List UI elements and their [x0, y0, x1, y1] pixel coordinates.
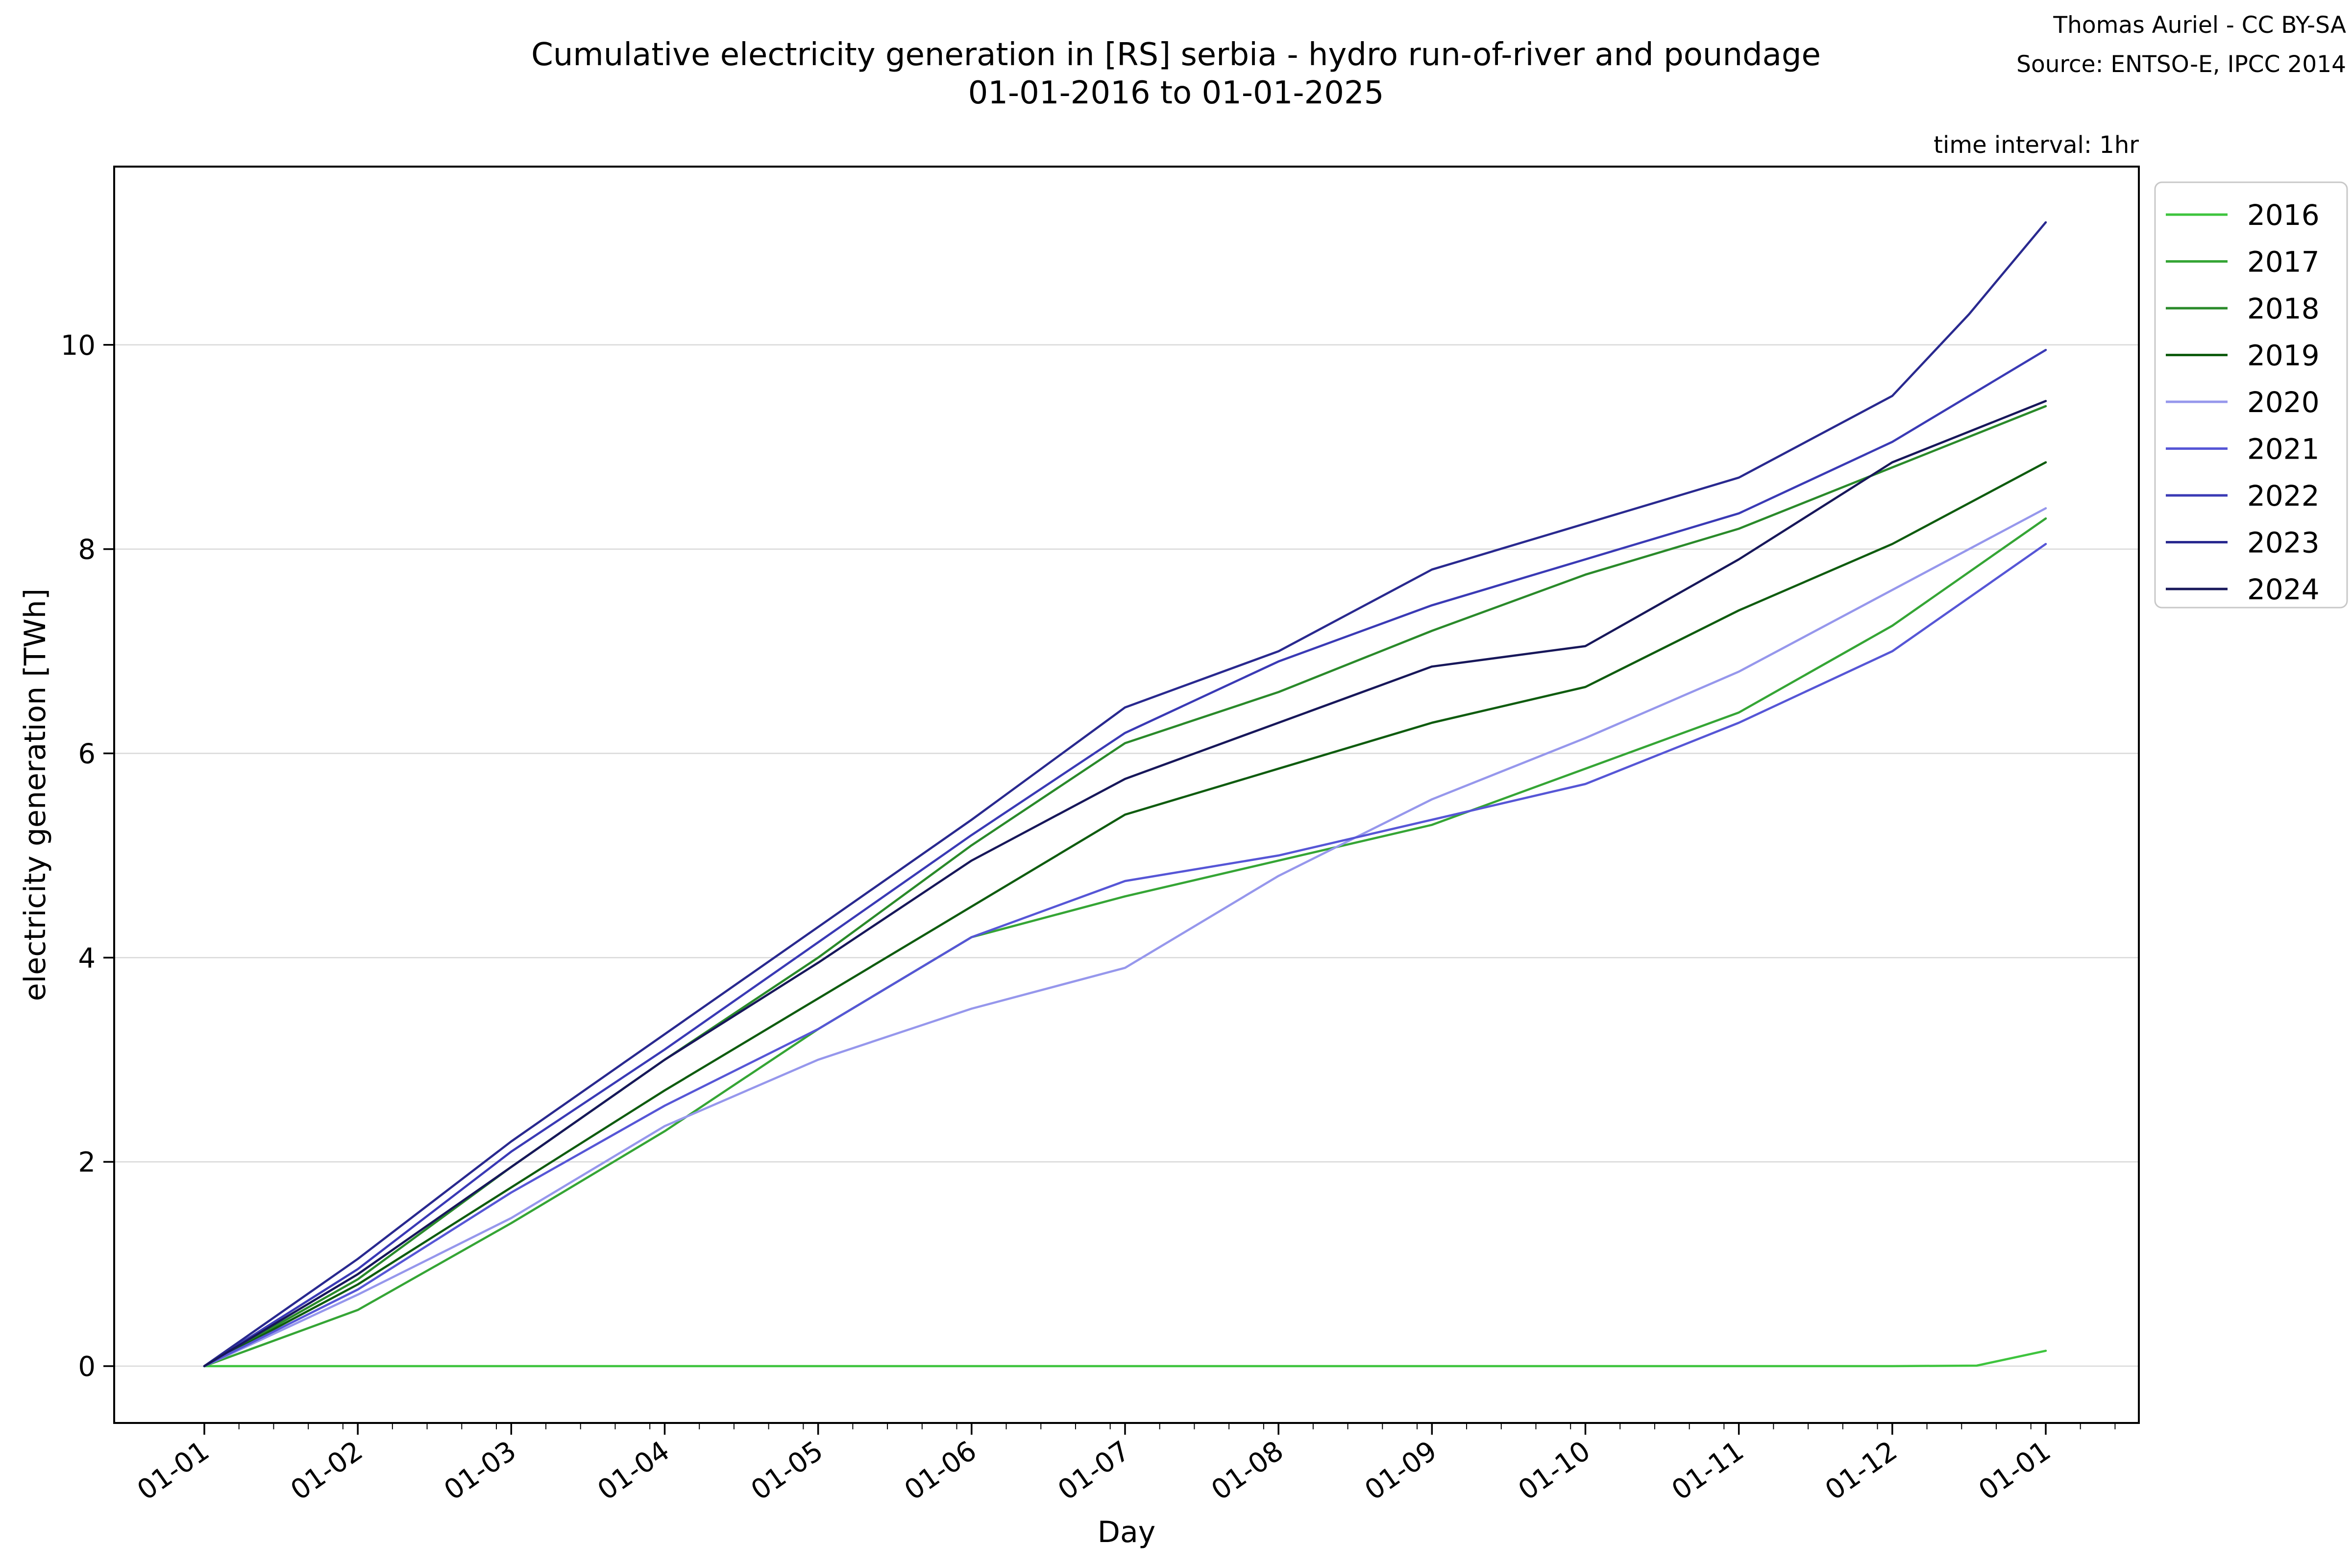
y-tick-label: 0 — [78, 1351, 96, 1383]
chart-title-line1: Cumulative electricity generation in [RS… — [531, 37, 1821, 73]
legend-box — [2154, 181, 2348, 609]
legend-label-2021: 2021 — [2247, 433, 2320, 466]
x-tick-label: 01-03 — [439, 1435, 522, 1507]
series-line-2017 — [203, 517, 2047, 1368]
x-tick-label: 01-10 — [1513, 1435, 1596, 1507]
x-tick-label: 01-01 — [131, 1435, 215, 1507]
series-line-2016 — [203, 1349, 2047, 1368]
legend-label-2020: 2020 — [2247, 386, 2320, 419]
x-tick-label: 01-11 — [1666, 1435, 1750, 1507]
x-tick-label: 01-09 — [1359, 1435, 1443, 1507]
plot-border — [113, 166, 2140, 1424]
x-tick-label: 01-02 — [285, 1435, 369, 1507]
series-line-2023 — [203, 221, 2047, 1368]
x-tick-label: 01-01 — [1973, 1435, 2057, 1507]
legend-label-2017: 2017 — [2247, 245, 2320, 279]
x-tick-label: 01-05 — [745, 1435, 829, 1507]
series-line-2022 — [203, 348, 2047, 1368]
y-tick-label: 8 — [78, 534, 96, 566]
legend-label-2019: 2019 — [2247, 339, 2320, 372]
x-tick-label: 01-06 — [899, 1435, 982, 1507]
x-tick-label: 01-04 — [592, 1435, 676, 1507]
data-source: Source: ENTSO-E, IPCC 2014 — [2016, 51, 2346, 78]
series-line-2021 — [203, 542, 2047, 1368]
legend-label-2023: 2023 — [2247, 526, 2320, 560]
legend-label-2022: 2022 — [2247, 479, 2320, 513]
legend-label-2024: 2024 — [2247, 573, 2320, 606]
series-line-2024 — [203, 400, 2047, 1368]
time-interval-note: time interval: 1hr — [1934, 131, 2139, 159]
legend-label-2016: 2016 — [2247, 198, 2320, 232]
x-tick-label: 01-08 — [1206, 1435, 1290, 1507]
legend-label-2018: 2018 — [2247, 292, 2320, 325]
y-tick-label: 10 — [61, 330, 96, 362]
x-tick-label: 01-07 — [1052, 1435, 1136, 1507]
y-tick-label: 6 — [78, 738, 96, 770]
x-tick-label: 01-12 — [1819, 1435, 1903, 1507]
series-line-2019 — [203, 461, 2047, 1368]
series-line-2018 — [203, 405, 2047, 1368]
x-axis-label: Day — [1097, 1515, 1156, 1549]
series-line-2020 — [203, 507, 2047, 1368]
chart-title-line2: 01-01-2016 to 01-01-2025 — [968, 75, 1384, 111]
y-tick-label: 4 — [78, 942, 96, 974]
y-tick-label: 2 — [78, 1147, 96, 1178]
author-credit: Thomas Auriel - CC BY-SA — [2053, 12, 2346, 39]
